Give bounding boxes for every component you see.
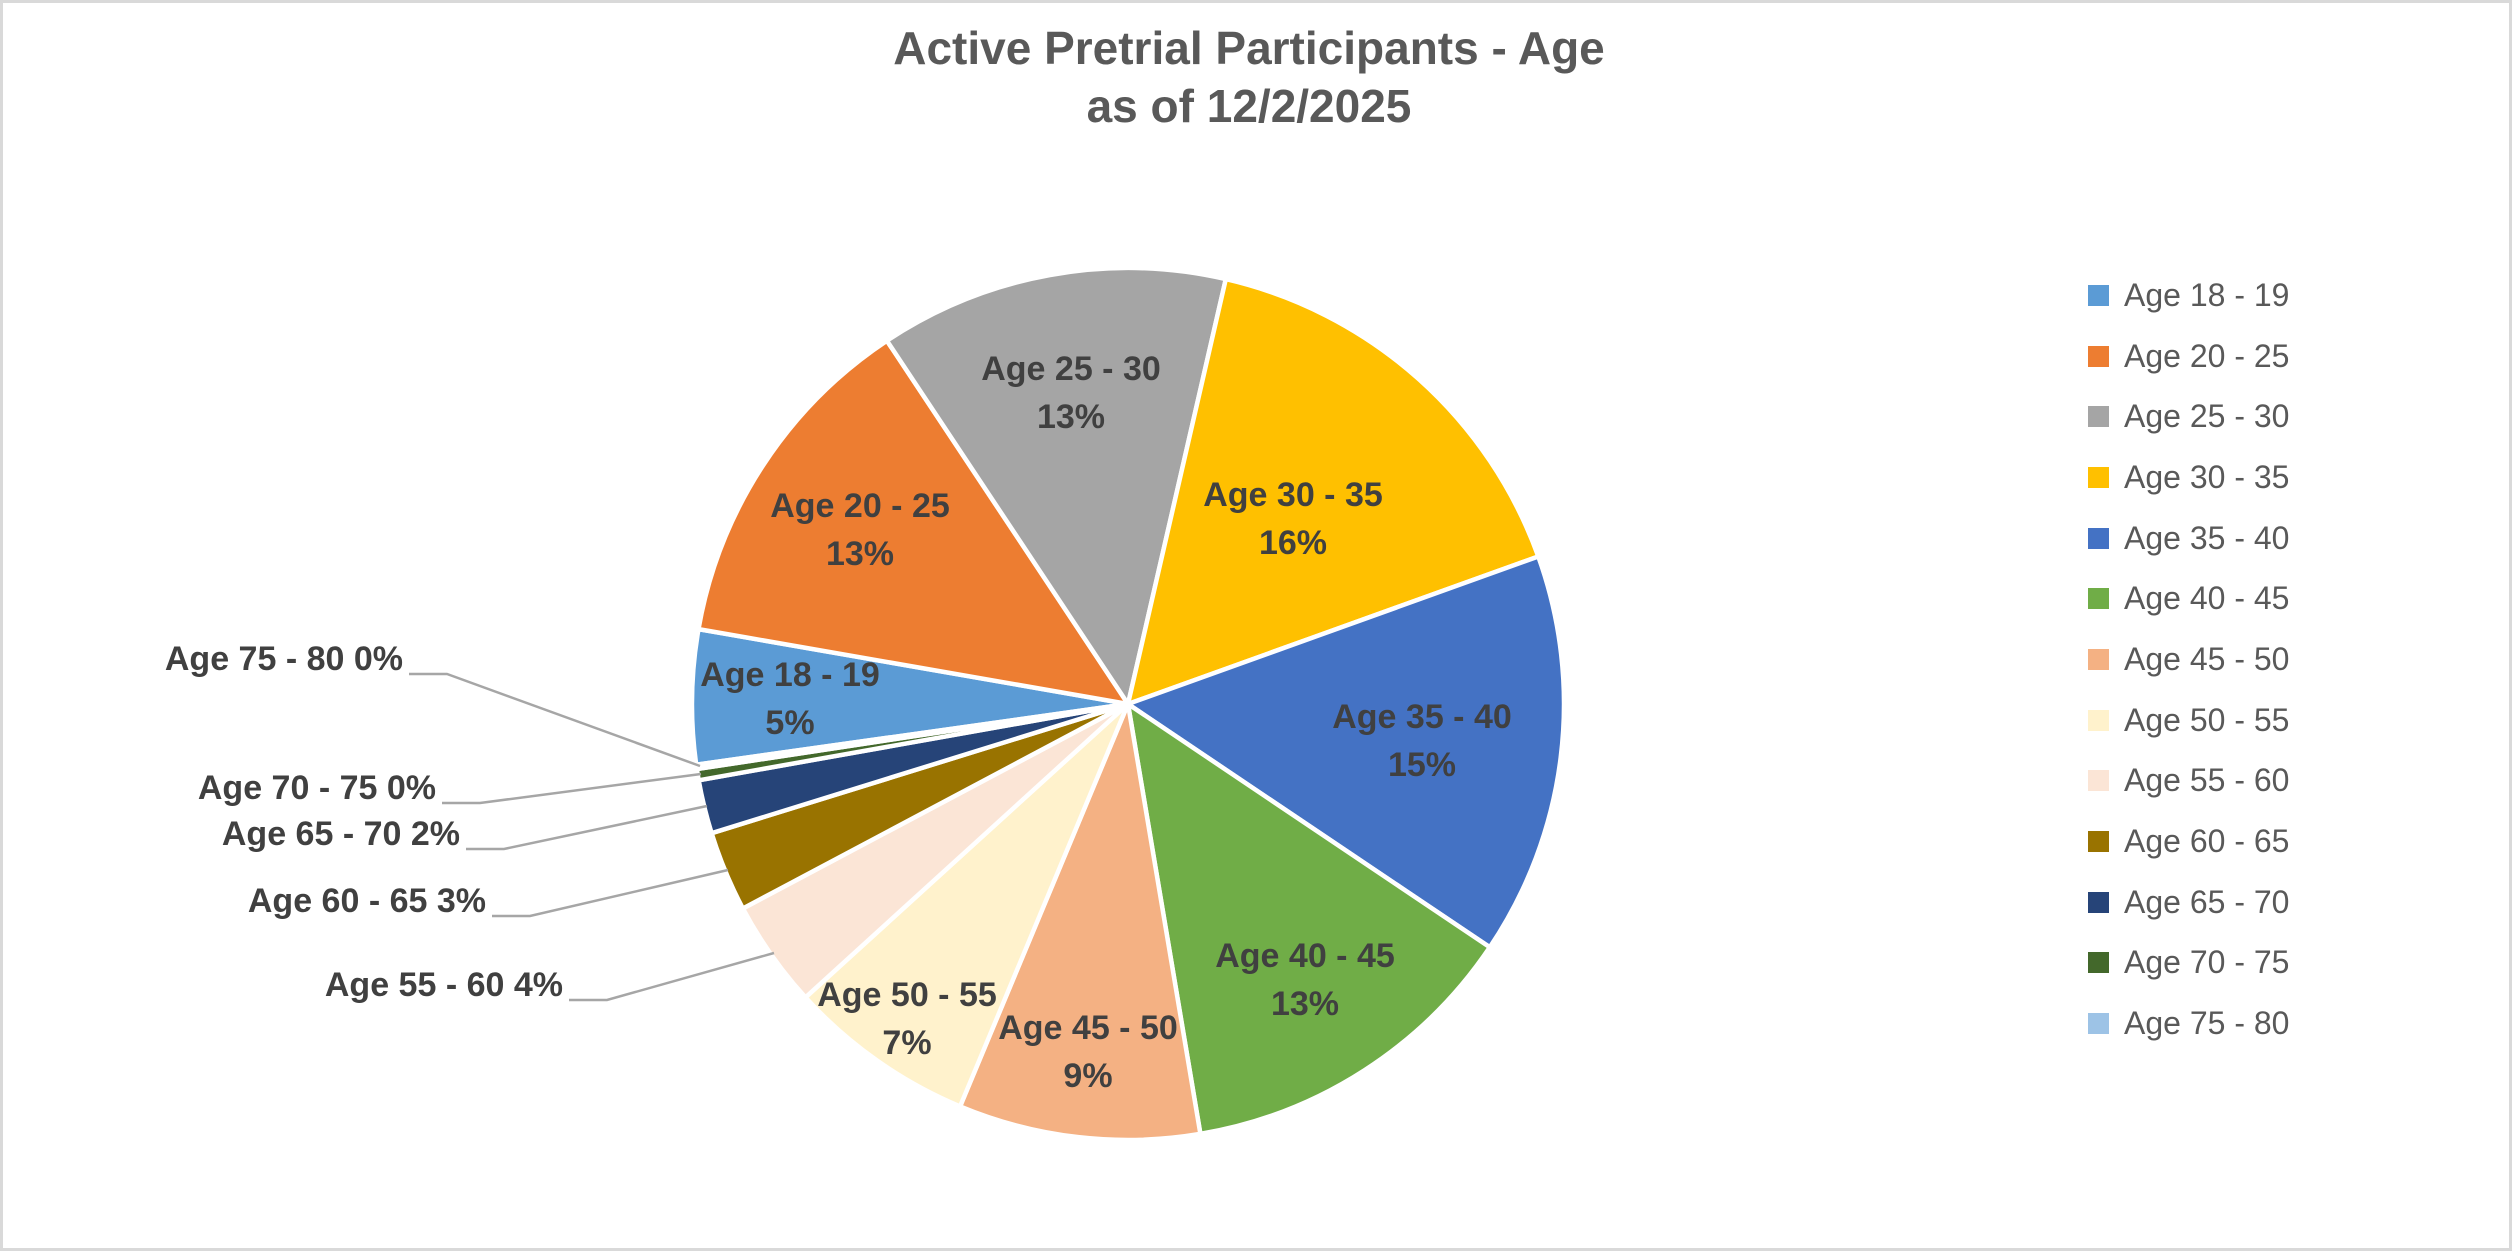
pie-slice-age-20-25[interactable] xyxy=(696,338,1131,707)
legend-marker-icon xyxy=(2088,952,2109,974)
legend-item-age-35-40[interactable]: Age 35 - 40 xyxy=(2088,508,2289,569)
pie-slice-age-30-35[interactable] xyxy=(1125,276,1541,707)
legend-item-age-55-60[interactable]: Age 55 - 60 xyxy=(2088,751,2289,812)
legend-marker-icon xyxy=(2088,1013,2109,1035)
pie-slice-age-45-50[interactable] xyxy=(957,701,1203,1143)
legend-marker-icon xyxy=(2088,345,2109,367)
leader-line-age-70-75 xyxy=(442,772,702,805)
pie-label-age-45-50: Age 45 - 50 9% xyxy=(998,1009,1178,1095)
chart-title-line2: as of 12/2/2025 xyxy=(1086,80,1412,132)
chart-title-line1: Active Pretrial Participants - Age xyxy=(893,22,1605,74)
legend-item-age-25-30[interactable]: Age 25 - 30 xyxy=(2088,386,2289,447)
pie-label-age-30-35: Age 30 - 35 16% xyxy=(1203,476,1383,562)
legend: Age 18 - 19 Age 20 - 25 Age 25 - 30 Age 30 … xyxy=(2088,265,2289,1054)
leader-line-age-65-70 xyxy=(466,804,708,851)
legend-marker-icon xyxy=(2088,284,2109,306)
legend-marker-icon xyxy=(2088,709,2109,731)
pie-slice-age-35-40[interactable] xyxy=(1125,554,1567,950)
pie-slice-age-40-45[interactable] xyxy=(1125,701,1493,1137)
pie-label-age-65-70: Age 65 - 70 2% xyxy=(222,815,460,853)
legend-item-label: Age 65 - 70 xyxy=(2124,883,2290,920)
legend-marker-icon xyxy=(2088,406,2109,428)
legend-marker-icon xyxy=(2088,770,2109,792)
leader-line-age-60-65 xyxy=(492,868,729,918)
legend-item-label: Age 20 - 25 xyxy=(2124,337,2290,374)
legend-item-label: Age 18 - 19 xyxy=(2124,276,2290,313)
legend-item-label: Age 40 - 45 xyxy=(2124,580,2290,617)
legend-item-age-45-50[interactable]: Age 45 - 50 xyxy=(2088,629,2289,690)
pie-plot-area: Age 18 - 19 5% Age 20 - 25 13% Age 25 - 30 13… xyxy=(165,265,1567,1143)
legend-item-age-70-75[interactable]: Age 70 - 75 xyxy=(2088,933,2289,994)
pie-label-age-50-55: Age 50 - 55 7% xyxy=(817,976,997,1062)
pie-label-age-20-25: Age 20 - 25 13% xyxy=(770,487,950,573)
pie-slice-age-25-30[interactable] xyxy=(884,265,1229,707)
leader-line-age-55-60 xyxy=(569,951,775,1002)
legend-item-label: Age 60 - 65 xyxy=(2124,823,2290,860)
legend-item-age-60-65[interactable]: Age 60 - 65 xyxy=(2088,811,2289,872)
legend-marker-icon xyxy=(2088,588,2109,610)
leader-line-age-75-80 xyxy=(409,672,701,768)
legend-item-label: Age 70 - 75 xyxy=(2124,944,2290,981)
legend-item-age-50-55[interactable]: Age 50 - 55 xyxy=(2088,690,2289,751)
legend-marker-icon xyxy=(2088,831,2109,853)
chart-title: Active Pretrial Participants - Age as of… xyxy=(893,19,1605,135)
pie-label-age-18-19: Age 18 - 19 5% xyxy=(700,656,880,742)
pie-slice-age-50-55[interactable] xyxy=(803,701,1131,1109)
legend-item-age-40-45[interactable]: Age 40 - 45 xyxy=(2088,568,2289,629)
legend-item-label: Age 35 - 40 xyxy=(2124,519,2290,556)
pie-label-age-55-60: Age 55 - 60 4% xyxy=(325,966,563,1004)
legend-marker-icon xyxy=(2088,891,2109,913)
pie-label-age-70-75: Age 70 - 75 0% xyxy=(198,769,436,807)
legend-item-label: Age 55 - 60 xyxy=(2124,762,2290,799)
legend-marker-icon xyxy=(2088,527,2109,549)
legend-item-label: Age 30 - 35 xyxy=(2124,458,2290,495)
legend-item-age-65-70[interactable]: Age 65 - 70 xyxy=(2088,872,2289,933)
legend-item-label: Age 25 - 30 xyxy=(2124,398,2290,435)
legend-marker-icon xyxy=(2088,466,2109,488)
pie-label-age-40-45: Age 40 - 45 13% xyxy=(1215,937,1395,1023)
legend-item-age-20-25[interactable]: Age 20 - 25 xyxy=(2088,326,2289,387)
pie-label-age-25-30: Age 25 - 30 13% xyxy=(981,350,1161,436)
pie-label-age-75-80: Age 75 - 80 0% xyxy=(165,640,403,678)
legend-item-age-75-80[interactable]: Age 75 - 80 xyxy=(2088,993,2289,1054)
pie-label-age-35-40: Age 35 - 40 15% xyxy=(1332,698,1512,784)
legend-item-label: Age 50 - 55 xyxy=(2124,701,2290,738)
legend-item-age-30-35[interactable]: Age 30 - 35 xyxy=(2088,447,2289,508)
legend-marker-icon xyxy=(2088,648,2109,670)
legend-item-age-18-19[interactable]: Age 18 - 19 xyxy=(2088,265,2289,326)
legend-item-label: Age 75 - 80 xyxy=(2124,1005,2290,1042)
legend-item-label: Age 45 - 50 xyxy=(2124,640,2290,677)
pie-label-age-60-65: Age 60 - 65 3% xyxy=(248,882,486,920)
